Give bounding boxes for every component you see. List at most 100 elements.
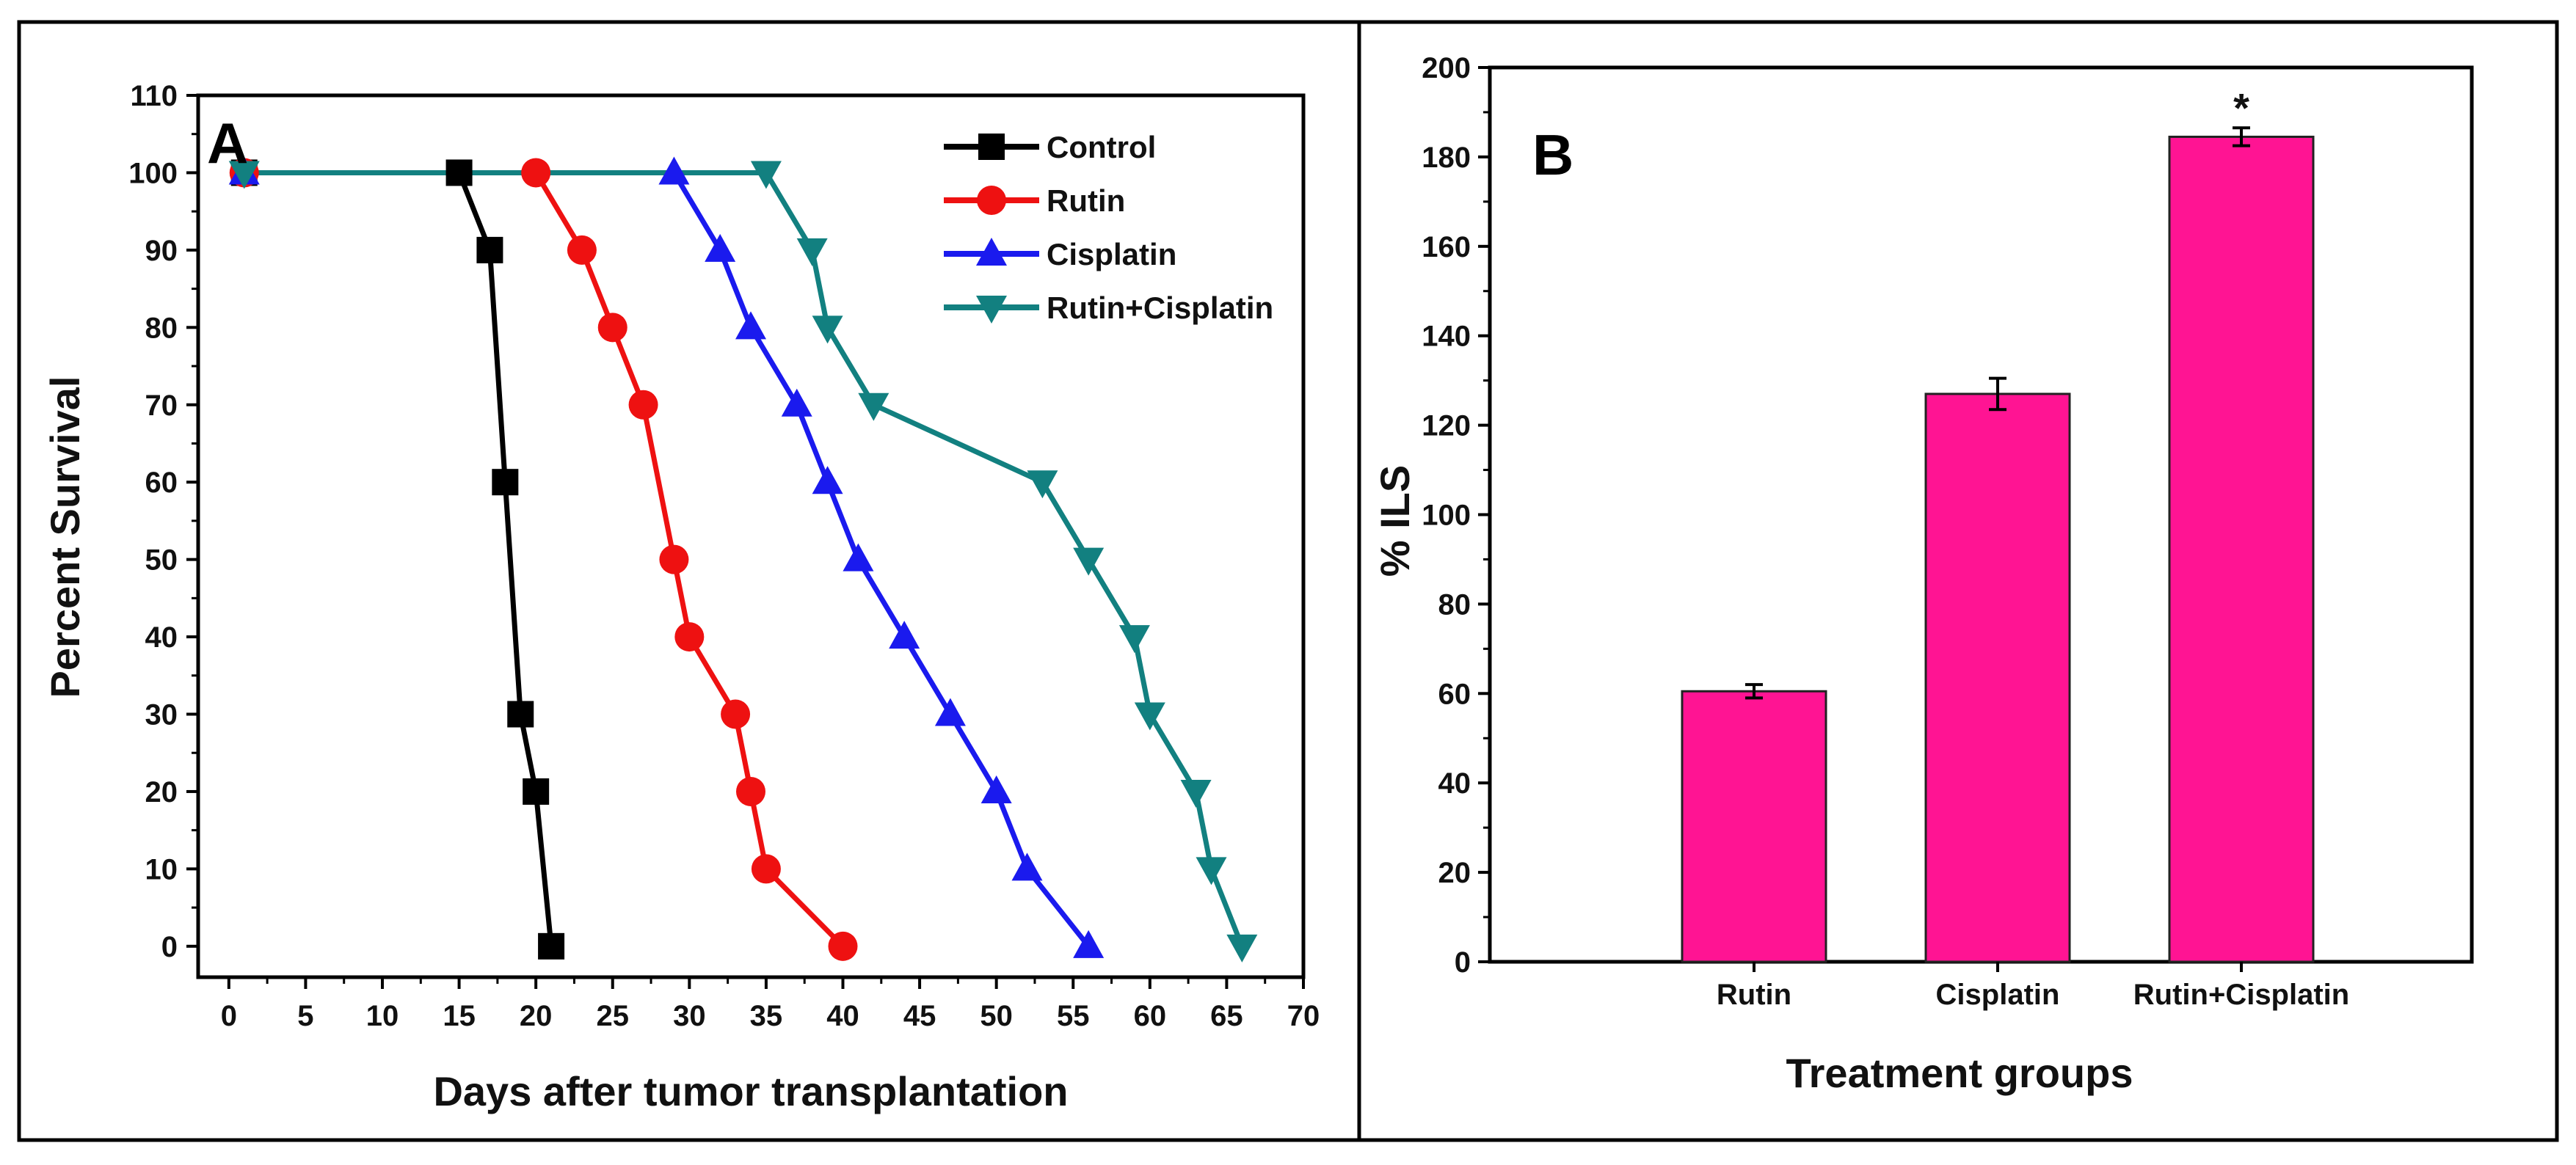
data-point-cisplatin xyxy=(781,388,812,417)
data-point-rutin xyxy=(721,699,751,729)
data-point-rutin xyxy=(521,158,551,188)
bar-rutin xyxy=(1681,690,1827,963)
panel-a-legend: Control Rutin Cisplatin Rutin+Cisplatin xyxy=(944,130,1273,325)
data-point-rutin xyxy=(597,313,627,343)
data-point-control xyxy=(538,932,565,960)
data-point-control xyxy=(523,778,550,805)
panel-a-plot-frame xyxy=(196,93,1306,979)
data-point-rutin-cisplatin xyxy=(750,161,782,189)
x-tick-label: 60 xyxy=(1134,1000,1167,1032)
data-point-cisplatin xyxy=(843,543,874,571)
data-point-cisplatin xyxy=(1073,930,1105,958)
data-point-control xyxy=(476,236,503,263)
panel-a-series xyxy=(228,156,1258,963)
significance-annotation: * xyxy=(2233,84,2249,131)
y-tick-label: 60 xyxy=(1438,678,1471,710)
legend-label-rutin: Rutin xyxy=(1047,183,1125,218)
panel-a-ylabel: Percent Survival xyxy=(42,376,88,698)
data-point-control xyxy=(507,701,534,728)
x-tick-label: 15 xyxy=(443,1000,476,1032)
x-tick-label-rutin-cisplatin: Rutin+Cisplatin xyxy=(2133,979,2349,1011)
data-point-rutin-cisplatin xyxy=(1180,779,1212,808)
y-tick-label: 30 xyxy=(145,699,178,731)
legend-label-control: Control xyxy=(1047,130,1156,164)
panel-b-ylabel: % ILS xyxy=(1372,465,1418,577)
x-tick-label: 35 xyxy=(750,1000,783,1032)
y-tick-label: 40 xyxy=(1438,767,1471,800)
x-tick-label: 70 xyxy=(1287,1000,1320,1032)
x-tick-label-rutin: Rutin xyxy=(1717,979,1791,1011)
x-tick-label: 65 xyxy=(1210,1000,1243,1032)
y-tick-label: 180 xyxy=(1422,142,1471,174)
data-point-cisplatin xyxy=(705,233,736,262)
y-tick-label: 0 xyxy=(1455,946,1471,979)
data-point-rutin-cisplatin xyxy=(1134,702,1165,731)
panel-a-xlabel: Days after tumor transplantation xyxy=(433,1068,1068,1114)
x-tick-label: 10 xyxy=(366,1000,399,1032)
data-point-rutin xyxy=(659,544,689,574)
data-point-rutin xyxy=(751,854,781,884)
legend-marker-cisplatin xyxy=(976,238,1007,266)
y-tick-label: 120 xyxy=(1422,410,1471,442)
data-point-rutin xyxy=(674,622,705,652)
x-tick-label: 40 xyxy=(826,1000,859,1032)
series-line-cisplatin xyxy=(244,169,1091,949)
y-tick-label: 160 xyxy=(1422,231,1471,263)
x-tick-label-cisplatin: Cisplatin xyxy=(1936,979,2060,1011)
x-tick-label: 20 xyxy=(520,1000,553,1032)
panel-a-ticks: 0 5 10 15 20 25 30 35 40 45 50 55 60 65 70 0 10 20 30 40 50 6… xyxy=(128,80,1320,1032)
legend-marker-rutin-cisplatin xyxy=(976,296,1007,324)
data-point-rutin-cisplatin xyxy=(1027,470,1058,499)
legend-label-rutin-cisplatin: Rutin+Cisplatin xyxy=(1047,291,1273,325)
x-tick-label: 50 xyxy=(980,1000,1013,1032)
data-point-cisplatin xyxy=(658,156,690,185)
data-point-rutin-cisplatin xyxy=(1196,857,1227,885)
y-tick-label: 80 xyxy=(1438,588,1471,621)
data-point-control xyxy=(492,469,519,496)
panel-b-ils-chart: 0 20 40 60 80 100 120 140 160 180 200 Rutin Cisplat… xyxy=(1372,52,2474,1096)
panel-a-letter: A xyxy=(207,111,248,175)
legend-label-cisplatin: Cisplatin xyxy=(1047,237,1176,271)
figure-frame xyxy=(17,20,2559,1142)
y-tick-label: 100 xyxy=(1422,500,1471,532)
data-point-cisplatin xyxy=(934,698,966,726)
data-point-rutin-cisplatin xyxy=(228,161,260,189)
panel-b-bars: Rutin Cisplatin Rutin+Cisplatin * xyxy=(1681,84,2349,1011)
series-line-rutin-cisplatin xyxy=(244,169,1245,948)
y-tick-label: 80 xyxy=(145,312,178,344)
data-point-rutin-cisplatin xyxy=(796,238,828,266)
y-tick-label: 90 xyxy=(145,235,178,267)
data-point-rutin-cisplatin xyxy=(812,315,843,344)
data-point-rutin xyxy=(628,390,658,420)
legend-marker-control xyxy=(978,134,1005,160)
panel-a-survival-chart: 0 5 10 15 20 25 30 35 40 45 50 55 60 65 70 0 10 20 30 40 50 6… xyxy=(42,80,1320,1114)
data-point-rutin xyxy=(828,931,858,961)
legend-marker-rutin xyxy=(977,186,1006,215)
y-tick-label: 40 xyxy=(145,621,178,654)
bar-cisplatin xyxy=(1924,392,2071,963)
x-tick-label: 5 xyxy=(297,1000,313,1032)
y-tick-label: 100 xyxy=(128,157,178,189)
x-tick-label: 45 xyxy=(903,1000,936,1032)
y-tick-label: 0 xyxy=(161,931,178,963)
panel-b-xlabel: Treatment groups xyxy=(1786,1050,2133,1096)
y-tick-label: 200 xyxy=(1422,52,1471,84)
data-point-cisplatin xyxy=(812,466,843,494)
y-tick-label: 140 xyxy=(1422,321,1471,353)
panel-b-letter: B xyxy=(1532,123,1573,187)
data-point-rutin-cisplatin xyxy=(1118,625,1150,654)
series-line-rutin xyxy=(244,169,845,949)
data-point-rutin-cisplatin xyxy=(1073,547,1105,576)
x-tick-label: 25 xyxy=(597,1000,630,1032)
data-point-rutin xyxy=(567,235,597,265)
data-point-rutin-cisplatin xyxy=(1226,934,1258,963)
data-point-rutin-cisplatin xyxy=(858,392,889,421)
series-line-control xyxy=(244,169,554,947)
y-tick-label: 10 xyxy=(145,853,178,885)
x-tick-label: 30 xyxy=(673,1000,706,1032)
panel-b-ticks: 0 20 40 60 80 100 120 140 160 180 200 xyxy=(1422,52,1490,979)
data-point-cisplatin xyxy=(1011,852,1043,881)
bar-rutin-cisplatin xyxy=(2168,135,2315,963)
data-point-cisplatin xyxy=(980,775,1012,803)
x-tick-label: 0 xyxy=(221,1000,237,1032)
